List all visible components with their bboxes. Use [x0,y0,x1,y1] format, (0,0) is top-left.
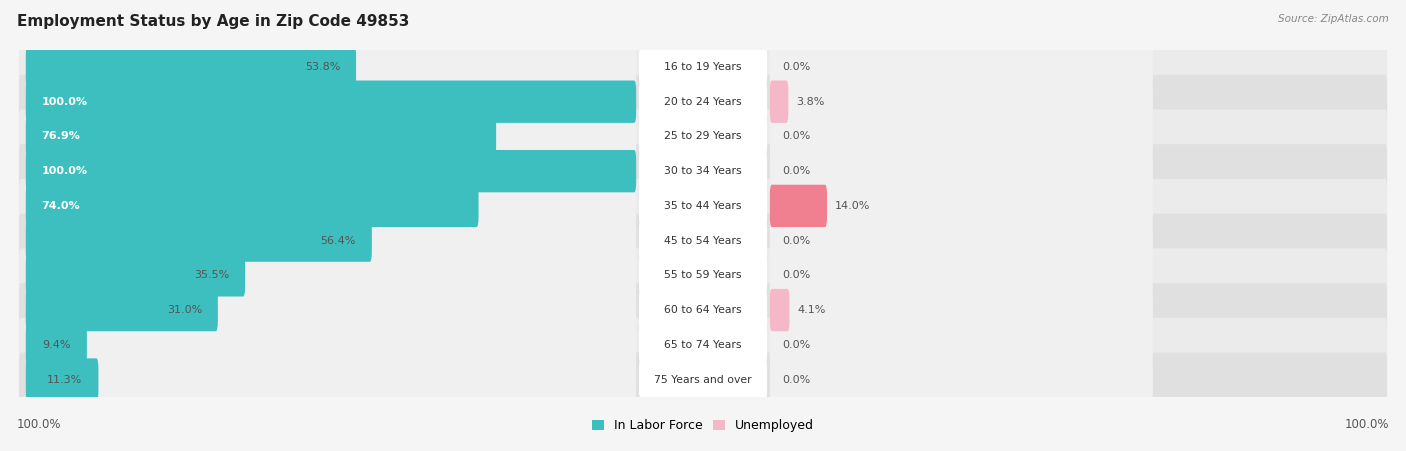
FancyBboxPatch shape [25,220,636,262]
Text: 60 to 64 Years: 60 to 64 Years [664,305,742,315]
FancyBboxPatch shape [25,185,636,227]
FancyBboxPatch shape [18,40,1388,94]
FancyBboxPatch shape [25,289,636,331]
FancyBboxPatch shape [770,81,1153,123]
FancyBboxPatch shape [770,81,789,123]
FancyBboxPatch shape [25,150,636,192]
FancyBboxPatch shape [18,179,1388,233]
FancyBboxPatch shape [638,151,768,191]
Text: 31.0%: 31.0% [167,305,202,315]
Text: 56.4%: 56.4% [321,235,356,246]
Text: 9.4%: 9.4% [42,340,72,350]
FancyBboxPatch shape [770,185,827,227]
FancyBboxPatch shape [638,221,768,261]
FancyBboxPatch shape [18,249,1388,302]
Legend: In Labor Force, Unemployed: In Labor Force, Unemployed [592,419,814,433]
Text: 0.0%: 0.0% [782,270,810,281]
FancyBboxPatch shape [18,144,1388,198]
FancyBboxPatch shape [770,115,1153,157]
FancyBboxPatch shape [770,289,790,331]
Text: 0.0%: 0.0% [782,166,810,176]
FancyBboxPatch shape [25,115,496,157]
Text: 35 to 44 Years: 35 to 44 Years [664,201,742,211]
FancyBboxPatch shape [770,324,1153,366]
FancyBboxPatch shape [638,82,768,122]
FancyBboxPatch shape [25,359,636,400]
FancyBboxPatch shape [18,75,1388,129]
Text: 100.0%: 100.0% [42,166,87,176]
FancyBboxPatch shape [638,255,768,295]
Text: 0.0%: 0.0% [782,131,810,142]
Text: 11.3%: 11.3% [48,374,83,385]
FancyBboxPatch shape [638,359,768,400]
FancyBboxPatch shape [18,110,1388,163]
FancyBboxPatch shape [770,359,1153,400]
FancyBboxPatch shape [25,220,371,262]
Text: 0.0%: 0.0% [782,340,810,350]
FancyBboxPatch shape [770,289,1153,331]
FancyBboxPatch shape [638,325,768,365]
Text: 14.0%: 14.0% [835,201,870,211]
FancyBboxPatch shape [638,47,768,87]
FancyBboxPatch shape [25,359,98,400]
FancyBboxPatch shape [25,46,356,88]
FancyBboxPatch shape [25,324,87,366]
FancyBboxPatch shape [770,185,1153,227]
Text: 74.0%: 74.0% [42,201,80,211]
FancyBboxPatch shape [18,353,1388,406]
FancyBboxPatch shape [25,324,636,366]
FancyBboxPatch shape [638,186,768,226]
FancyBboxPatch shape [638,116,768,156]
Text: 75 Years and over: 75 Years and over [654,374,752,385]
FancyBboxPatch shape [25,254,636,296]
FancyBboxPatch shape [25,185,478,227]
FancyBboxPatch shape [25,81,636,123]
Text: 76.9%: 76.9% [42,131,80,142]
FancyBboxPatch shape [770,220,1153,262]
Text: 20 to 24 Years: 20 to 24 Years [664,97,742,107]
FancyBboxPatch shape [25,81,636,123]
FancyBboxPatch shape [18,214,1388,267]
FancyBboxPatch shape [770,150,1153,192]
Text: 65 to 74 Years: 65 to 74 Years [664,340,742,350]
FancyBboxPatch shape [18,318,1388,372]
Text: Employment Status by Age in Zip Code 49853: Employment Status by Age in Zip Code 498… [17,14,409,28]
Text: 3.8%: 3.8% [797,97,825,107]
Text: 100.0%: 100.0% [1344,418,1389,431]
Text: 0.0%: 0.0% [782,235,810,246]
Text: 30 to 34 Years: 30 to 34 Years [664,166,742,176]
FancyBboxPatch shape [25,254,245,296]
Text: 0.0%: 0.0% [782,374,810,385]
FancyBboxPatch shape [25,150,636,192]
FancyBboxPatch shape [25,289,218,331]
Text: Source: ZipAtlas.com: Source: ZipAtlas.com [1278,14,1389,23]
Text: 100.0%: 100.0% [42,97,87,107]
Text: 35.5%: 35.5% [194,270,229,281]
Text: 4.1%: 4.1% [797,305,827,315]
FancyBboxPatch shape [770,254,1153,296]
Text: 16 to 19 Years: 16 to 19 Years [664,62,742,72]
FancyBboxPatch shape [18,283,1388,337]
Text: 25 to 29 Years: 25 to 29 Years [664,131,742,142]
FancyBboxPatch shape [25,46,636,88]
FancyBboxPatch shape [770,46,1153,88]
Text: 53.8%: 53.8% [305,62,340,72]
Text: 100.0%: 100.0% [17,418,62,431]
Text: 55 to 59 Years: 55 to 59 Years [664,270,742,281]
FancyBboxPatch shape [638,290,768,330]
FancyBboxPatch shape [25,115,636,157]
Text: 0.0%: 0.0% [782,62,810,72]
Text: 45 to 54 Years: 45 to 54 Years [664,235,742,246]
